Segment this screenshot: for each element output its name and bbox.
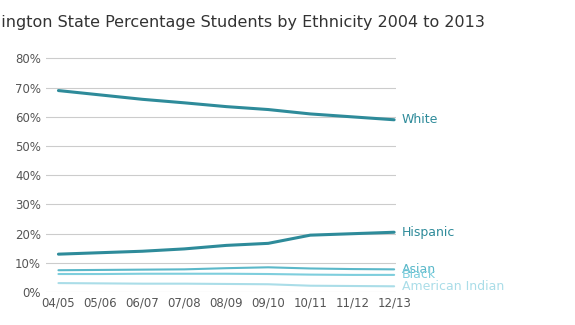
Title: Washington State Percentage Students by Ethnicity 2004 to 2013: Washington State Percentage Students by … <box>0 15 485 30</box>
Text: American Indian: American Indian <box>402 280 504 293</box>
Text: Hispanic: Hispanic <box>402 226 455 239</box>
Text: White: White <box>402 113 438 126</box>
Text: Asian: Asian <box>402 263 436 276</box>
Text: Black: Black <box>402 268 436 281</box>
